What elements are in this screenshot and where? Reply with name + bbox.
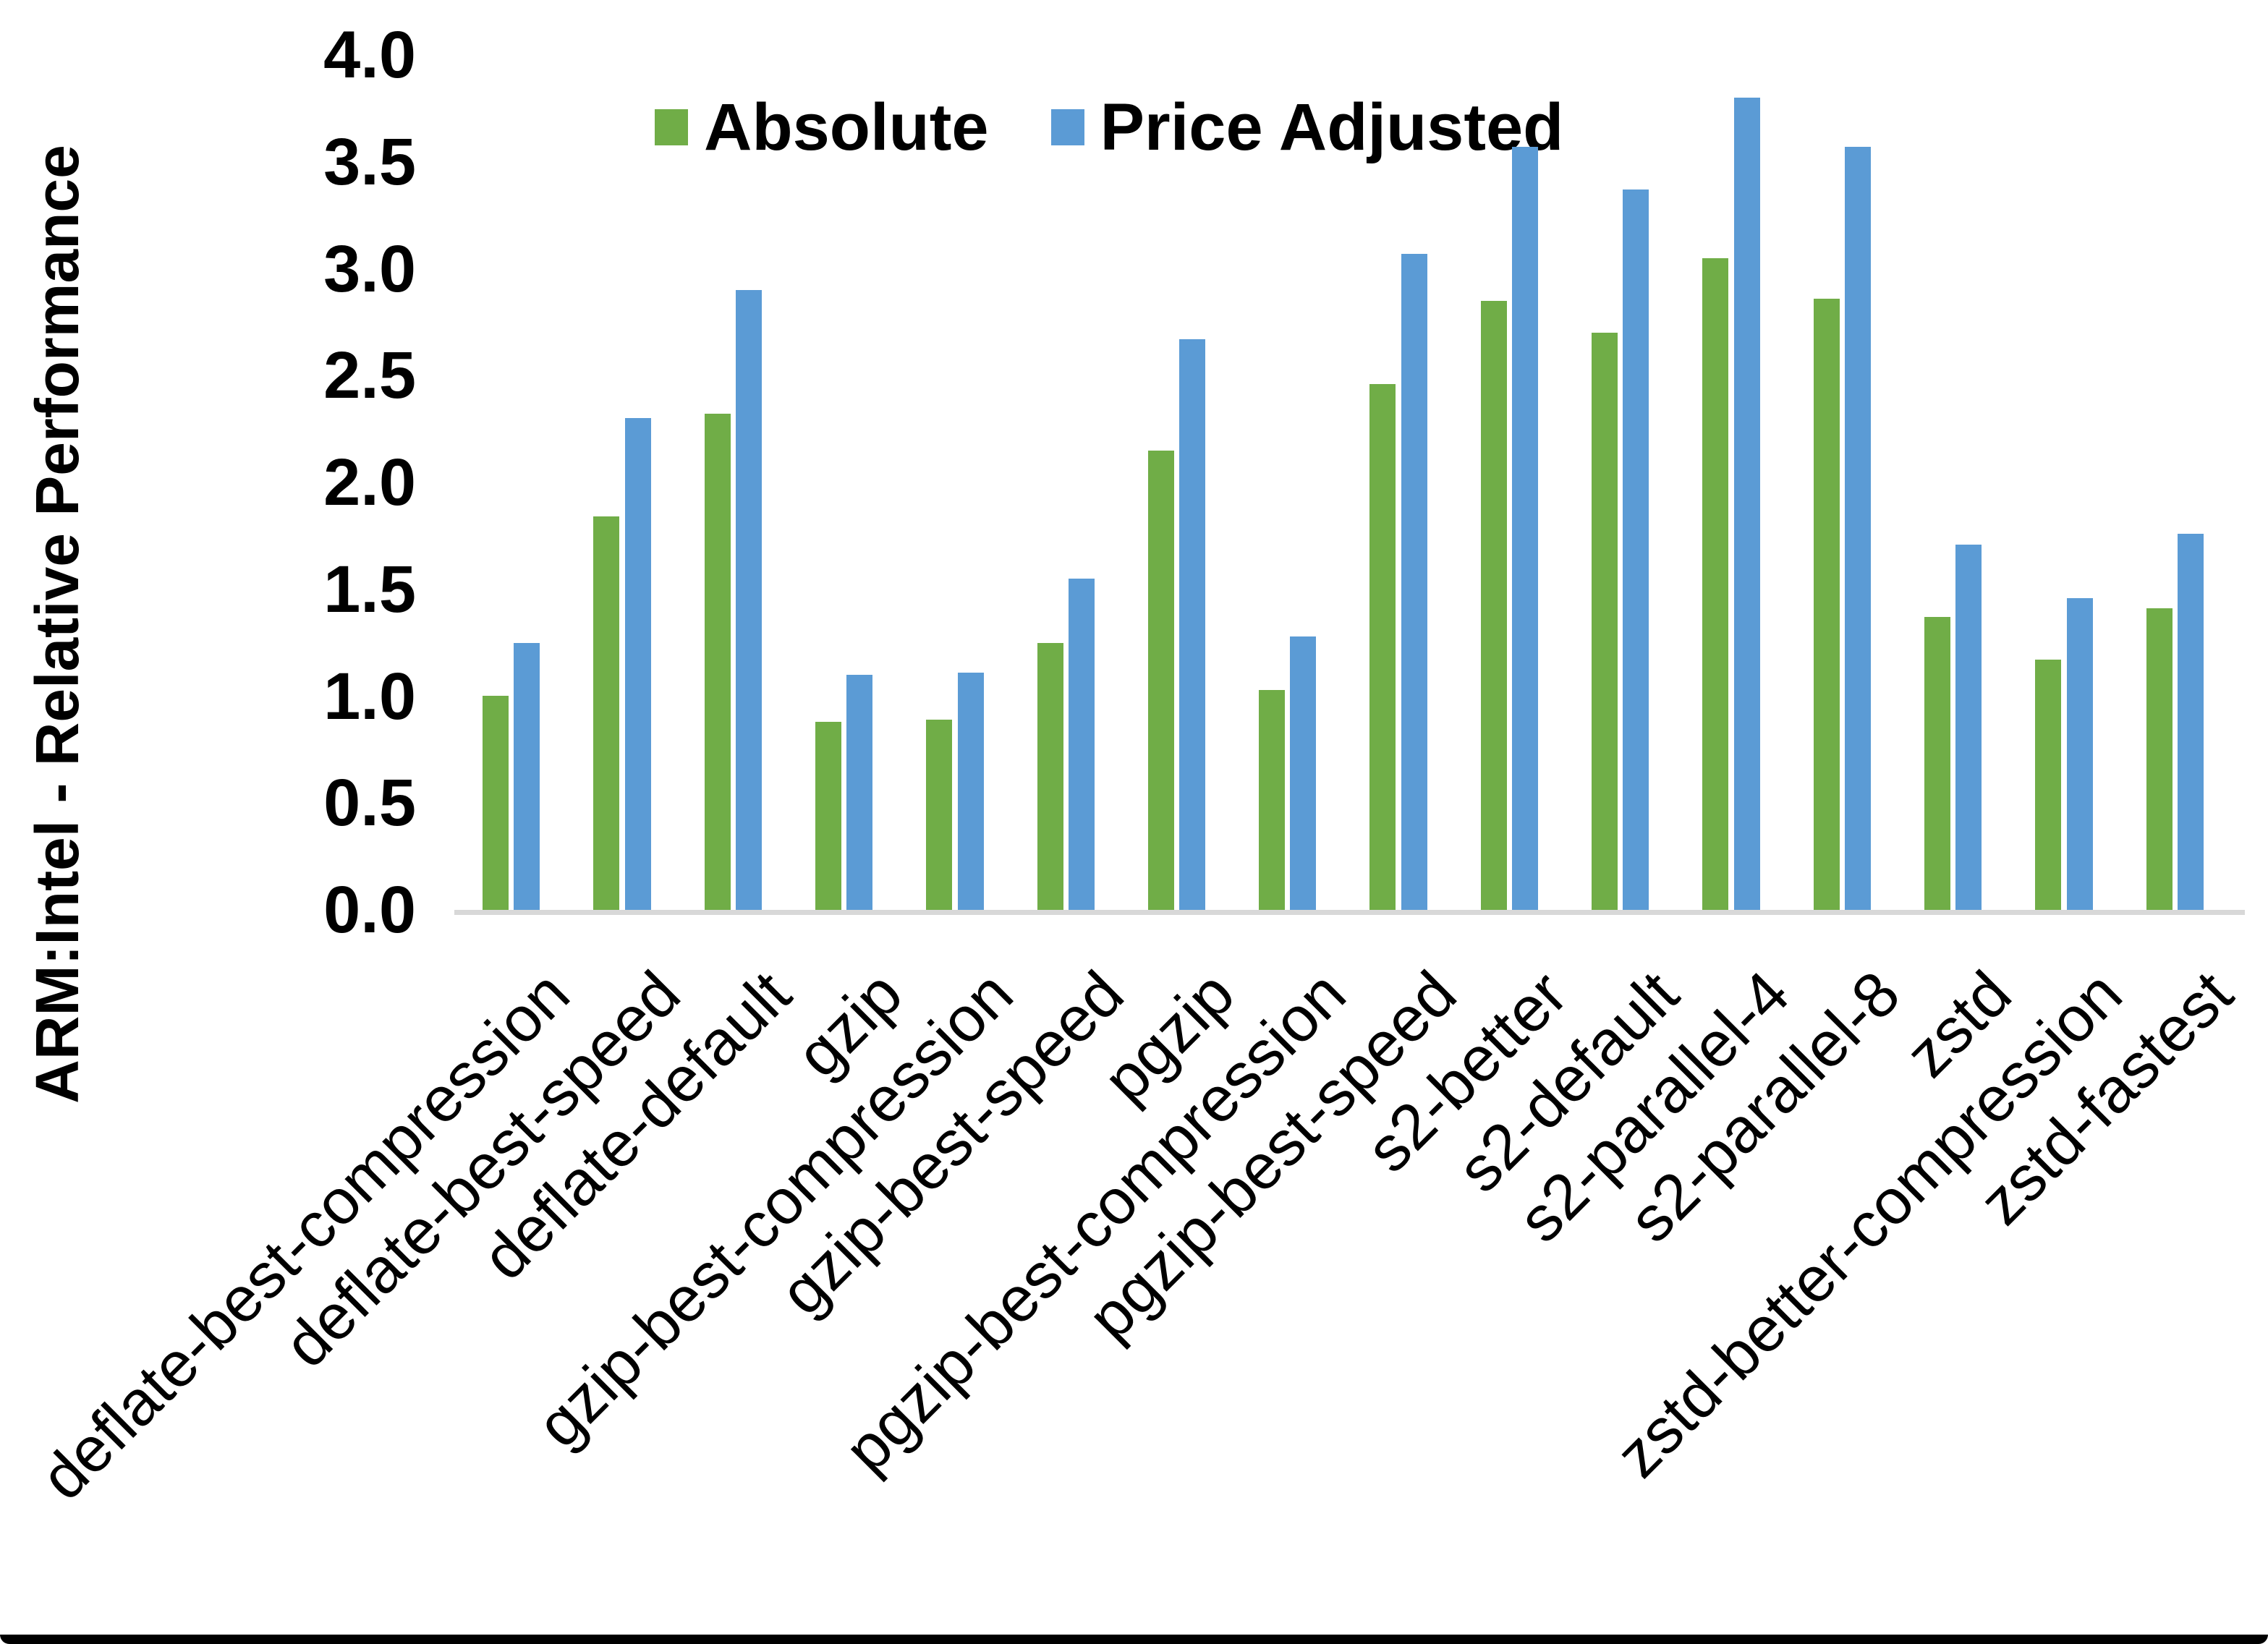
legend-swatch-absolute [655, 109, 688, 145]
bar-price-adjusted-pgzip-best-compression [1290, 636, 1316, 910]
bar-absolute-s2-parallel-8 [1814, 299, 1840, 910]
y-tick-label-1.0: 1.0 [323, 659, 416, 733]
x-axis-line [454, 910, 2245, 915]
bar-absolute-pgzip [1148, 451, 1174, 910]
chart-legend: Absolute Price Adjusted [655, 93, 1563, 162]
bar-price-adjusted-zstd-fastest [2178, 534, 2204, 910]
bar-absolute-s2-parallel-4 [1702, 258, 1728, 910]
y-tick-label-1.5: 1.5 [323, 552, 416, 626]
bar-absolute-deflate-default [705, 414, 731, 910]
bar-absolute-zstd [1924, 617, 1950, 910]
bar-absolute-gzip-best-speed [1037, 643, 1063, 910]
bar-absolute-gzip [815, 722, 841, 910]
bar-absolute-zstd-fastest [2146, 608, 2173, 910]
y-axis-title: ARM:Intel - Relative Performance [23, 145, 91, 1104]
y-tick-label-2.5: 2.5 [323, 338, 416, 413]
bar-absolute-s2-better [1481, 301, 1507, 910]
y-tick-label-3.0: 3.0 [323, 231, 416, 306]
y-tick-label-2.0: 2.0 [323, 446, 416, 519]
y-tick-label-0.0: 0.0 [323, 873, 416, 947]
bar-absolute-s2-default [1592, 333, 1618, 910]
y-tick-label-3.5: 3.5 [323, 124, 416, 199]
bar-price-adjusted-deflate-default [736, 290, 762, 910]
bar-absolute-deflate-best-speed [593, 516, 619, 910]
bar-price-adjusted-pgzip-best-speed [1401, 254, 1427, 910]
legend-swatch-price-adjusted [1050, 109, 1084, 145]
y-tick-label-4.0: 4.0 [323, 18, 416, 92]
bar-price-adjusted-zstd [1955, 545, 1982, 910]
bar-price-adjusted-s2-parallel-4 [1734, 98, 1760, 910]
bar-absolute-deflate-best-compression [483, 696, 509, 910]
bar-price-adjusted-zstd-better-compression [2067, 598, 2093, 910]
bar-price-adjusted-gzip-best-compression [958, 673, 984, 910]
bar-price-adjusted-s2-better [1512, 147, 1538, 910]
bar-absolute-gzip-best-compression [926, 720, 952, 910]
bar-price-adjusted-deflate-best-compression [514, 643, 540, 910]
bar-price-adjusted-pgzip [1179, 339, 1205, 910]
bar-price-adjusted-gzip [846, 675, 872, 910]
legend-label-price-adjusted: Price Adjusted [1100, 90, 1564, 164]
bar-price-adjusted-gzip-best-speed [1069, 579, 1095, 910]
bar-price-adjusted-s2-default [1623, 189, 1649, 910]
legend-label-absolute: Absolute [704, 90, 989, 164]
bar-absolute-pgzip-best-speed [1369, 384, 1396, 910]
bar-price-adjusted-s2-parallel-8 [1845, 147, 1871, 910]
y-tick-label-0.5: 0.5 [323, 766, 416, 840]
bar-absolute-zstd-better-compression [2035, 660, 2061, 910]
bar-price-adjusted-deflate-best-speed [625, 418, 651, 910]
image-bottom-border [0, 1635, 2268, 1644]
bar-absolute-pgzip-best-compression [1259, 690, 1285, 910]
